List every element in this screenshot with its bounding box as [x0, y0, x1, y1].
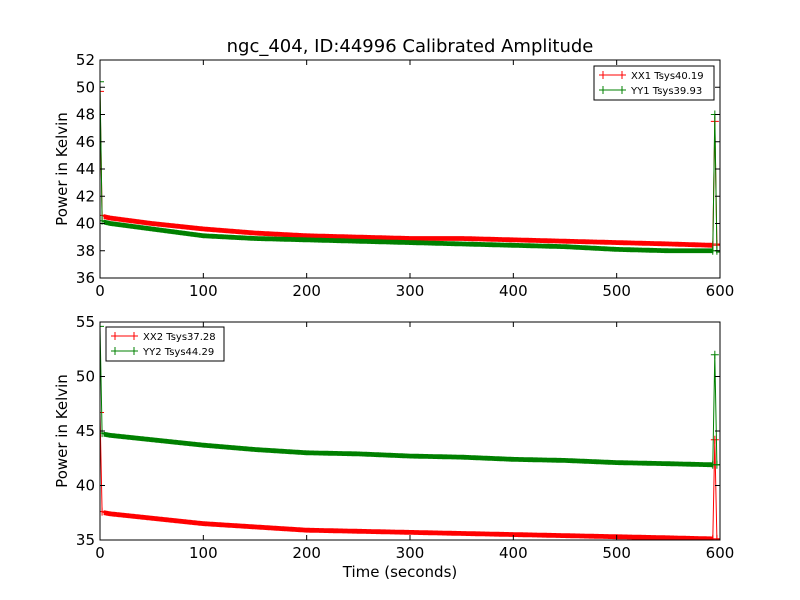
- x-tick-label: 200: [292, 282, 321, 300]
- x-tick-label: 100: [189, 282, 218, 300]
- y-tick-label: 35: [76, 531, 95, 549]
- y-tick-label: 50: [76, 368, 95, 386]
- subplot-1: 0 100 200 300 400 500 600 36 38 40 42 44 46 48 50 52 Pow…: [53, 51, 734, 300]
- y-tick-label: 36: [76, 269, 95, 287]
- x-tick-label: 600: [706, 544, 735, 562]
- legend-label: YY2 Tsys44.29: [142, 347, 214, 358]
- y-axis-label: Power in Kelvin: [53, 374, 71, 488]
- legend-label: YY1 Tsys39.93: [630, 86, 702, 97]
- legend: XX2 Tsys37.28 YY2 Tsys44.29: [105, 326, 225, 362]
- y-tick-label: 52: [76, 51, 95, 69]
- x-tick-label: 0: [95, 282, 105, 300]
- data-point: [716, 534, 720, 540]
- subplot-2: 0 100 200 300 400 500 600 35 40 45 50 55 Power in Ke…: [53, 313, 734, 581]
- plots-group: 0 100 200 300 400 500 600363840424446485052Pow…: [53, 51, 734, 581]
- y-axis-label: Power in Kelvin: [53, 112, 71, 226]
- data-point: [100, 77, 104, 86]
- series-yy1: [100, 77, 720, 257]
- x-tick-label: 200: [292, 544, 321, 562]
- x-axis-label: Time (seconds): [342, 563, 458, 581]
- x-tick-label: 500: [602, 544, 631, 562]
- x-tick-label: 500: [602, 282, 631, 300]
- x-tick-label: 400: [499, 282, 528, 300]
- x-tick-label: 0: [95, 544, 105, 562]
- data-point: [100, 408, 104, 417]
- chart-title: ngc_404, ID:44996 Calibrated Amplitude: [227, 36, 594, 57]
- y-tick-label: 38: [76, 242, 95, 260]
- series-xx2: [100, 408, 720, 540]
- data-point: [716, 241, 720, 250]
- y-tick-label: 46: [76, 133, 95, 151]
- data-point: [100, 507, 107, 516]
- y-tick-label: 40: [76, 215, 95, 233]
- y-tick-label: 45: [76, 422, 95, 440]
- legend: XX1 Tsys40.19 YY1 Tsys39.93: [593, 65, 715, 101]
- y-tick-label: 50: [76, 78, 95, 96]
- legend-box: [105, 326, 225, 362]
- data-point: [710, 350, 719, 359]
- series-yy2: [100, 322, 720, 469]
- data-point: [710, 435, 719, 444]
- legend-marker: [602, 86, 623, 94]
- legend-marker: [114, 347, 135, 355]
- legend-marker: [114, 332, 135, 340]
- legend-label: XX1 Tsys40.19: [631, 71, 704, 82]
- series-group: [100, 77, 720, 257]
- y-tick-label: 42: [76, 187, 95, 205]
- data-point: [100, 87, 104, 96]
- data-point: [100, 322, 104, 331]
- x-tick-label: 400: [499, 544, 528, 562]
- legend-marker: [602, 71, 623, 79]
- y-tick-label: 44: [76, 160, 95, 178]
- y-tick-label: 55: [76, 313, 95, 331]
- y-tick-label: 48: [76, 106, 95, 124]
- data-point: [716, 248, 720, 257]
- x-tick-label: 100: [189, 544, 218, 562]
- x-tick-label: 600: [706, 282, 735, 300]
- legend-box: [593, 65, 715, 101]
- series-group: [100, 322, 720, 540]
- data-point: [716, 460, 720, 469]
- y-tick-label: 40: [76, 477, 95, 495]
- x-tick-label: 300: [396, 544, 425, 562]
- x-tick-label: 300: [396, 282, 425, 300]
- legend-label: XX2 Tsys37.28: [143, 332, 216, 343]
